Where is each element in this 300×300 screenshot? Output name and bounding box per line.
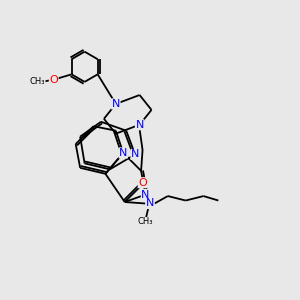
Text: O: O	[49, 75, 58, 85]
Text: CH₃: CH₃	[30, 77, 45, 86]
Text: N: N	[112, 99, 120, 109]
Text: N: N	[119, 148, 128, 158]
Text: N: N	[135, 120, 144, 130]
Text: N: N	[141, 190, 150, 200]
Text: CH₃: CH₃	[138, 218, 153, 226]
Text: N: N	[131, 149, 139, 160]
Text: N: N	[146, 199, 154, 208]
Text: O: O	[138, 178, 147, 188]
